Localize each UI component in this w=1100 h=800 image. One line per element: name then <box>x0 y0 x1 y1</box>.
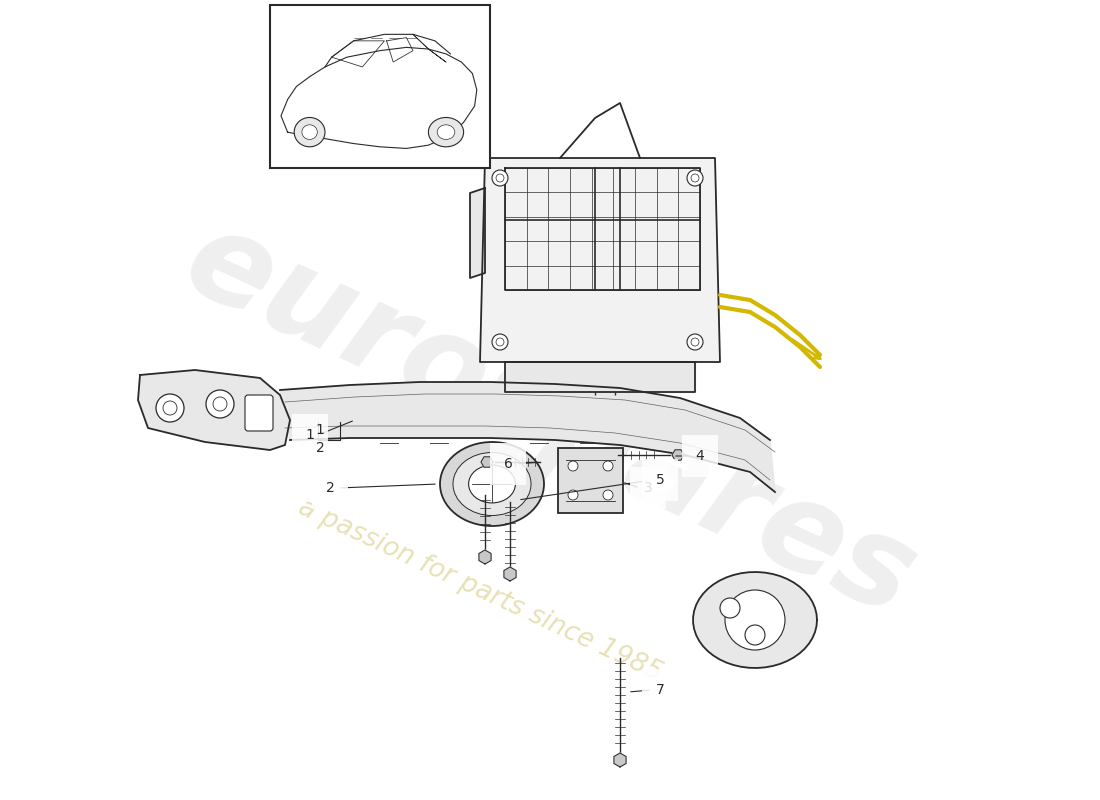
Circle shape <box>492 170 508 186</box>
Text: 1: 1 <box>306 428 315 442</box>
Text: 6: 6 <box>504 457 513 471</box>
Circle shape <box>691 174 698 182</box>
Polygon shape <box>470 188 485 278</box>
Circle shape <box>496 174 504 182</box>
Polygon shape <box>280 382 776 492</box>
Polygon shape <box>480 158 720 362</box>
Circle shape <box>745 625 764 645</box>
Ellipse shape <box>437 125 454 139</box>
Circle shape <box>213 397 227 411</box>
Circle shape <box>691 338 698 346</box>
Polygon shape <box>504 567 516 581</box>
Text: 2: 2 <box>316 441 324 455</box>
Polygon shape <box>138 370 290 450</box>
Circle shape <box>688 334 703 350</box>
Circle shape <box>725 590 785 650</box>
Ellipse shape <box>469 465 516 503</box>
Text: 7: 7 <box>656 683 664 697</box>
Circle shape <box>688 170 703 186</box>
Circle shape <box>720 598 740 618</box>
Circle shape <box>206 390 234 418</box>
Polygon shape <box>672 450 684 460</box>
Circle shape <box>603 490 613 500</box>
Ellipse shape <box>453 453 531 515</box>
Text: 4: 4 <box>695 449 704 463</box>
Polygon shape <box>614 753 626 767</box>
Bar <box>558 448 623 513</box>
Polygon shape <box>505 362 695 392</box>
Circle shape <box>156 394 184 422</box>
Circle shape <box>496 338 504 346</box>
Circle shape <box>568 490 578 500</box>
Text: 2: 2 <box>326 481 334 495</box>
Circle shape <box>163 401 177 415</box>
Text: eurospares: eurospares <box>166 198 934 642</box>
Polygon shape <box>481 457 493 467</box>
Circle shape <box>492 334 508 350</box>
Text: 1: 1 <box>316 423 324 437</box>
Polygon shape <box>478 550 491 564</box>
Ellipse shape <box>428 118 463 147</box>
Ellipse shape <box>440 442 544 526</box>
Text: 3: 3 <box>644 481 652 495</box>
FancyBboxPatch shape <box>245 395 273 431</box>
Circle shape <box>603 461 613 471</box>
Ellipse shape <box>301 125 317 139</box>
Bar <box>270 5 490 168</box>
Ellipse shape <box>294 118 324 147</box>
Circle shape <box>568 461 578 471</box>
Polygon shape <box>693 572 817 668</box>
Text: 5: 5 <box>656 473 664 487</box>
Text: a passion for parts since 1985: a passion for parts since 1985 <box>294 494 666 686</box>
